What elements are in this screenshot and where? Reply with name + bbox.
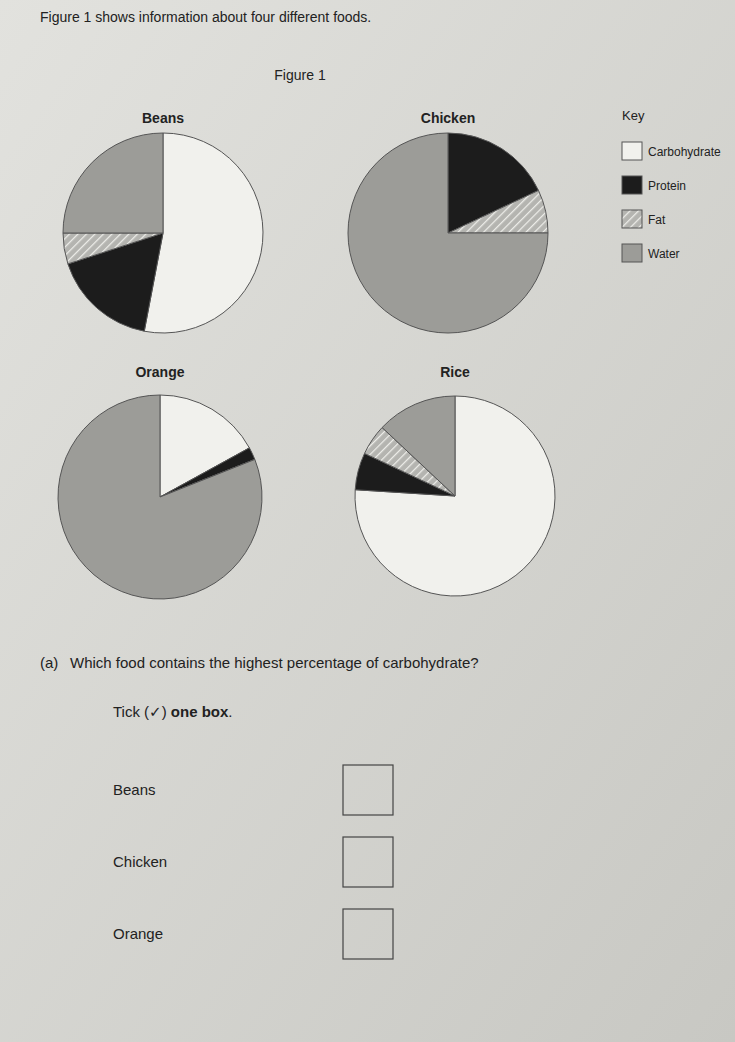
- legend-label: Fat: [648, 213, 666, 227]
- pie-slice: [448, 190, 548, 233]
- pie-slice: [382, 396, 455, 496]
- slices: [355, 396, 555, 596]
- pie-chart: Chicken: [348, 110, 548, 333]
- legend-label: Water: [648, 247, 680, 261]
- legend-label: Protein: [648, 179, 686, 193]
- instruction-part: one box: [171, 703, 229, 720]
- option-label: Orange: [113, 925, 163, 942]
- pie-slice: [355, 396, 555, 596]
- pie-slice: [63, 233, 163, 264]
- option-label: Beans: [113, 781, 156, 798]
- chart-title: Beans: [142, 110, 184, 126]
- legend-swatch: [622, 210, 642, 228]
- background: [0, 0, 735, 1042]
- chart-title: Rice: [440, 364, 470, 380]
- chart-title: Chicken: [421, 110, 475, 126]
- instruction: Tick (✓) one box.: [113, 703, 233, 720]
- legend-swatch: [622, 142, 642, 160]
- pie-slice: [58, 395, 262, 599]
- option-label: Chicken: [113, 853, 167, 870]
- tick-box[interactable]: [343, 837, 393, 887]
- slices: [63, 133, 263, 333]
- question-label: (a): [40, 654, 58, 671]
- instruction-part: .: [228, 703, 232, 720]
- legend-title: Key: [622, 108, 645, 123]
- page: Figure 1 shows information about four di…: [0, 0, 735, 1042]
- legend-swatch: [622, 176, 642, 194]
- intro-text: Figure 1 shows information about four di…: [40, 9, 371, 25]
- slices: [348, 133, 548, 333]
- pie-slice: [348, 133, 548, 333]
- legend-swatch: [622, 244, 642, 262]
- pie-chart: Rice: [355, 364, 555, 596]
- pie-chart: Beans: [63, 110, 263, 333]
- legend-label: Carbohydrate: [648, 145, 721, 159]
- chart-title: Orange: [135, 364, 184, 380]
- tick-box[interactable]: [343, 765, 393, 815]
- slices: [58, 395, 262, 599]
- figure-title: Figure 1: [274, 67, 326, 83]
- instruction-part: Tick (✓): [113, 703, 171, 720]
- legend: Key Carbohydrate Protein Fat Water: [622, 108, 721, 262]
- pie-slice: [63, 133, 163, 233]
- tick-box[interactable]: [343, 909, 393, 959]
- pie-chart: Orange: [58, 364, 262, 599]
- question: (a) Which food contains the highest perce…: [40, 654, 479, 959]
- question-text: Which food contains the highest percenta…: [70, 654, 479, 671]
